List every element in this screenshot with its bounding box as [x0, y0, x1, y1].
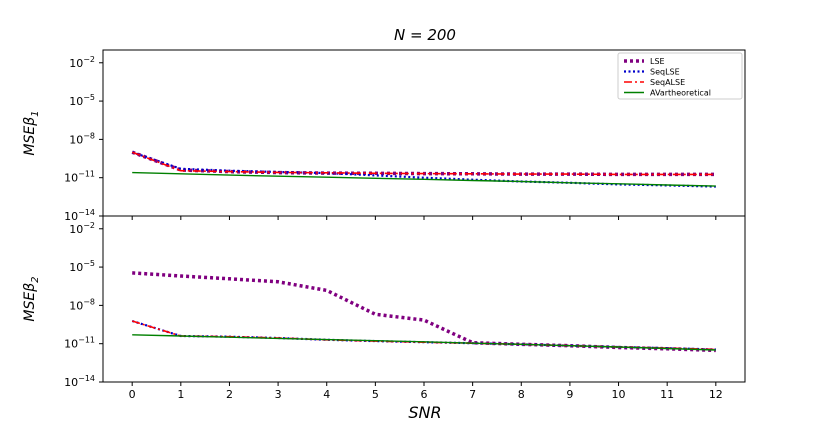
x-tick-label: 9 [566, 388, 573, 401]
legend-label: LSE [650, 57, 665, 66]
x-tick-label: 11 [660, 388, 674, 401]
x-tick-label: 5 [372, 388, 379, 401]
chart-title: N = 200 [394, 26, 456, 44]
y-tick-label: 10−2 [69, 55, 95, 70]
series-line-lse [132, 271, 716, 353]
x-tick-label: 10 [612, 388, 626, 401]
y-tick-label: 10−8 [69, 131, 95, 146]
y-tick-label: 10−5 [69, 259, 95, 274]
x-tick-label: 12 [709, 388, 723, 401]
x-tick-label: 0 [129, 388, 136, 401]
y-tick-label: 10−11 [64, 170, 95, 185]
x-tick-label: 6 [421, 388, 428, 401]
series-line-avartheoretical [132, 171, 716, 187]
series-line-seqalse [131, 320, 716, 351]
x-tick-label: 3 [275, 388, 282, 401]
x-tick-label: 4 [323, 388, 330, 401]
series-line-seqlse [131, 151, 716, 188]
y-axis-label: MSEβ1 [22, 110, 41, 155]
series-line-avartheoretical [132, 334, 716, 351]
series-line-seqlse [131, 319, 716, 351]
axes-frame [102, 215, 746, 383]
x-tick-label: 7 [469, 388, 476, 401]
x-axis-label: SNR [408, 403, 441, 422]
y-tick-label: 10−11 [64, 336, 95, 351]
y-tick-label: 10−14 [64, 374, 95, 389]
x-tick-label: 8 [518, 388, 525, 401]
legend-label: SeqLSE [650, 68, 680, 77]
legend-box [617, 52, 743, 100]
y-tick-label: 10−8 [69, 297, 95, 312]
series-line-seqalse [131, 151, 716, 176]
legend-label: SeqALSE [650, 78, 685, 87]
y-tick-label: 10−2 [69, 221, 95, 236]
x-tick-label: 2 [226, 388, 233, 401]
legend-label: AVartheoretical [650, 89, 711, 98]
y-tick-label: 10−5 [69, 93, 95, 108]
top-panel: 10−1410−1110−810−510−2MSEβ1LSESeqLSESeqA… [22, 49, 746, 223]
x-tick-label: 1 [177, 388, 184, 401]
y-axis-label: MSEβ2 [22, 276, 41, 321]
